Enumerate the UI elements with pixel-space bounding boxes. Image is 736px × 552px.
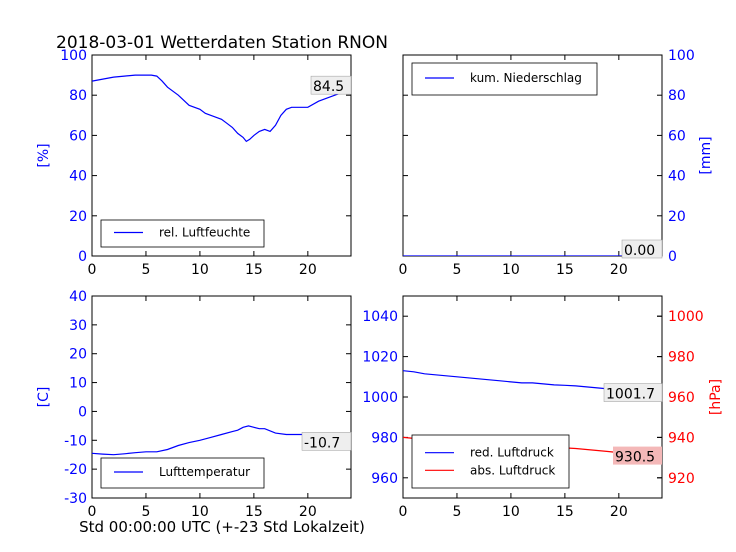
y-tick-label: -30 [64, 491, 87, 507]
x-tick-label: 15 [556, 504, 574, 520]
legend-box [411, 434, 570, 489]
x-tick-label: 20 [610, 262, 628, 278]
x-tick-label: 0 [88, 504, 97, 520]
y-axis-label: [C] [36, 387, 52, 408]
legend-box [100, 219, 265, 248]
legend-label: abs. Luftdruck [470, 463, 555, 477]
x-tick-label: 15 [245, 262, 263, 278]
y-right-tick-label: 1000 [668, 309, 704, 325]
y-right-tick-label: 960 [668, 390, 695, 406]
value-annotation: 0.00 [624, 243, 655, 259]
legend-box [411, 62, 598, 96]
figure-xlabel: Std 00:00:00 UTC (+-23 Std Lokalzeit) [79, 518, 365, 536]
y-tick-label: 40 [69, 289, 87, 305]
y-right-tick-label: 940 [668, 430, 695, 446]
x-tick-label: 10 [191, 504, 209, 520]
value-annotation-box [621, 239, 663, 259]
x-tick-label: 10 [502, 262, 520, 278]
value-annotation-box [310, 75, 352, 95]
value-annotation: 1001.7 [606, 387, 655, 403]
y-tick-label: 80 [69, 88, 87, 104]
y-right-tick-label: 980 [668, 350, 695, 366]
y-tick-label: 40 [668, 169, 686, 185]
y-tick-label: 1040 [362, 309, 398, 325]
y-tick-label: 60 [668, 128, 686, 144]
series-line [92, 74, 351, 143]
y-tick-label: -20 [64, 462, 87, 478]
y-axis-label: [mm] [698, 136, 714, 174]
x-tick-label: 5 [452, 504, 461, 520]
panel-bottom-right: 0 5 10 15 20 960 980 1000 1020 1040 920 940 960 980 10… [362, 295, 724, 520]
legend-box [100, 457, 265, 489]
y-tick-label: 40 [69, 169, 87, 185]
y-tick-label: -10 [64, 433, 87, 449]
y-tick-label: 20 [668, 209, 686, 225]
x-tick-label: 10 [191, 262, 209, 278]
x-tick-label: 20 [610, 504, 628, 520]
panel-top-left: 0 5 10 15 20 0 20 40 60 80 100 [%] 84.5 rel. Luftfeuc… [36, 48, 352, 278]
axes-frame [91, 295, 352, 499]
x-tick-label: 15 [556, 262, 574, 278]
y-tick-label: 60 [69, 128, 87, 144]
y-tick-label: 30 [69, 318, 87, 334]
x-tick-label: 0 [399, 262, 408, 278]
legend-label: kum. Niederschlag [470, 71, 582, 85]
y-tick-label: 20 [69, 347, 87, 363]
y-axis-label: [%] [36, 143, 52, 167]
x-tick-label: 10 [502, 504, 520, 520]
figure-title: 2018-03-01 Wetterdaten Station RNON [56, 33, 388, 53]
x-tick-label: 5 [452, 262, 461, 278]
y-right-tick-label: 920 [668, 471, 695, 487]
x-tick-label: 0 [88, 262, 97, 278]
y-tick-label: 80 [668, 88, 686, 104]
value-annotation: 84.5 [313, 79, 344, 95]
legend-label: rel. Luftfeuchte [159, 226, 250, 240]
y-tick-label: 20 [69, 209, 87, 225]
x-tick-label: 20 [299, 262, 317, 278]
value-annotation-box [603, 383, 663, 402]
x-tick-label: 5 [141, 504, 150, 520]
y-right-axis-label: [hPa] [708, 379, 724, 415]
y-tick-label: 0 [668, 249, 677, 265]
y-tick-label: 100 [60, 48, 87, 64]
y-tick-label: 100 [668, 48, 695, 64]
x-tick-label: 5 [141, 262, 150, 278]
y-tick-label: 0 [78, 404, 87, 420]
legend-label: Lufttemperatur [159, 465, 250, 479]
value-annotation: -10.7 [304, 435, 340, 451]
x-tick-label: 20 [299, 504, 317, 520]
y-tick-label: 960 [371, 471, 398, 487]
value-annotation: 930.5 [615, 450, 655, 466]
x-tick-label: 15 [245, 504, 263, 520]
y-tick-label: 980 [371, 430, 398, 446]
legend-label: red. Luftdruck [470, 446, 554, 460]
x-tick-label: 0 [399, 504, 408, 520]
y-tick-label: 0 [78, 249, 87, 265]
panel-top-right: 0 5 10 15 20 0 20 40 60 80 100 [mm] 0.00 kum. Nieders… [399, 48, 714, 278]
value-annotation-box [301, 432, 352, 451]
y-tick-label: 1020 [362, 350, 398, 366]
y-tick-label: 1000 [362, 390, 398, 406]
axes-frame [91, 54, 352, 257]
value-annotation-box [613, 446, 662, 465]
y-tick-label: 10 [69, 376, 87, 392]
panel-bottom-left: 0 5 10 15 20 -30 -20 -10 0 10 20 30 40 [C] -10.7 Luftte… [36, 289, 352, 520]
